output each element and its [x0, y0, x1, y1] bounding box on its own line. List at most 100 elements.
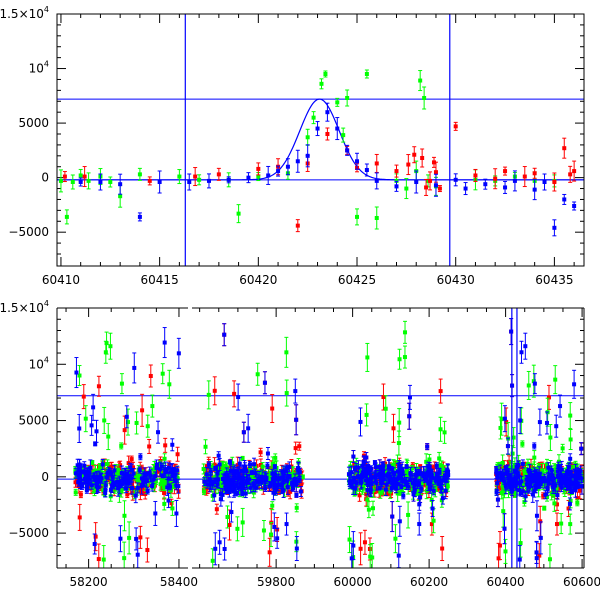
data-point	[78, 180, 83, 184]
data-point	[246, 175, 251, 180]
data-point	[120, 474, 125, 479]
data-point	[268, 477, 273, 482]
data-point	[108, 344, 113, 349]
x-tick-label: 59800	[257, 575, 295, 589]
data-point	[122, 428, 127, 433]
x-tick-label: 60600	[563, 575, 600, 589]
data-point	[498, 479, 503, 484]
data-point	[201, 466, 206, 471]
data-point	[288, 489, 293, 494]
data-point	[463, 186, 468, 191]
data-point	[542, 180, 547, 184]
data-point	[206, 178, 211, 183]
data-point	[396, 441, 401, 446]
data-point	[532, 187, 537, 192]
data-point	[119, 443, 124, 448]
data-point	[432, 464, 437, 469]
y-tick-label: 5000	[18, 414, 49, 428]
data-point	[134, 420, 139, 425]
data-point	[193, 174, 198, 179]
data-point	[247, 466, 252, 471]
data-point	[236, 211, 241, 216]
data-point	[148, 373, 153, 378]
data-point	[424, 185, 429, 190]
data-point	[385, 490, 390, 495]
data-point	[140, 489, 145, 494]
data-point	[266, 474, 271, 479]
data-point	[163, 443, 168, 448]
data-point	[437, 186, 442, 191]
data-point	[269, 532, 274, 537]
data-point	[82, 174, 87, 179]
data-point	[213, 474, 218, 479]
data-point	[394, 184, 399, 189]
data-point	[406, 512, 411, 517]
data-point	[210, 464, 215, 469]
data-point	[352, 462, 357, 467]
data-point	[325, 110, 330, 115]
data-point	[232, 391, 237, 396]
data-point	[137, 214, 142, 219]
data-point	[391, 426, 396, 431]
data-point	[389, 491, 394, 496]
y-tick-label: 0	[41, 171, 49, 185]
data-point	[335, 126, 340, 131]
data-point	[284, 350, 289, 355]
data-point	[254, 463, 259, 468]
data-point	[101, 480, 106, 485]
data-point	[162, 501, 167, 506]
data-point	[202, 489, 207, 494]
data-point	[546, 395, 551, 400]
series-points	[62, 121, 577, 233]
data-point	[305, 135, 310, 140]
y-tick-label: −5000	[8, 225, 49, 239]
data-point	[162, 482, 167, 487]
data-point	[197, 177, 202, 182]
data-point	[226, 177, 231, 182]
data-point	[118, 182, 123, 187]
data-point	[153, 479, 158, 484]
data-point	[235, 526, 240, 531]
data-point	[357, 493, 362, 498]
data-point	[345, 96, 350, 100]
data-point	[119, 381, 124, 386]
top-plot-area	[57, 14, 584, 266]
data-point	[157, 469, 162, 474]
data-point	[325, 132, 330, 136]
top-frame	[56, 13, 585, 267]
data-point	[155, 469, 160, 474]
data-point	[429, 465, 434, 470]
data-point	[381, 395, 386, 400]
data-point	[122, 513, 127, 518]
data-point	[81, 394, 86, 399]
data-point	[62, 174, 67, 179]
data-point	[570, 463, 575, 468]
data-point	[90, 460, 95, 465]
data-point	[493, 176, 498, 181]
data-point	[203, 444, 208, 449]
data-point	[406, 162, 411, 167]
data-point	[572, 204, 577, 208]
data-point	[293, 446, 298, 451]
data-point	[80, 473, 85, 478]
data-point	[129, 457, 134, 462]
data-point	[404, 186, 409, 191]
data-point	[221, 482, 226, 487]
data-point	[221, 465, 226, 470]
data-point	[398, 481, 403, 486]
data-point	[453, 177, 458, 182]
data-point	[270, 503, 275, 508]
x-tick-label: 60425	[338, 273, 376, 287]
data-point	[258, 450, 263, 455]
data-point	[503, 169, 508, 174]
data-point	[147, 178, 152, 183]
data-point	[319, 81, 324, 86]
data-point	[260, 464, 265, 469]
data-point	[127, 535, 132, 540]
data-point	[106, 434, 111, 439]
data-point	[126, 420, 131, 425]
data-point	[83, 416, 88, 421]
x-tick-label: 60435	[535, 273, 573, 287]
data-point	[365, 355, 370, 360]
data-point	[97, 464, 102, 469]
